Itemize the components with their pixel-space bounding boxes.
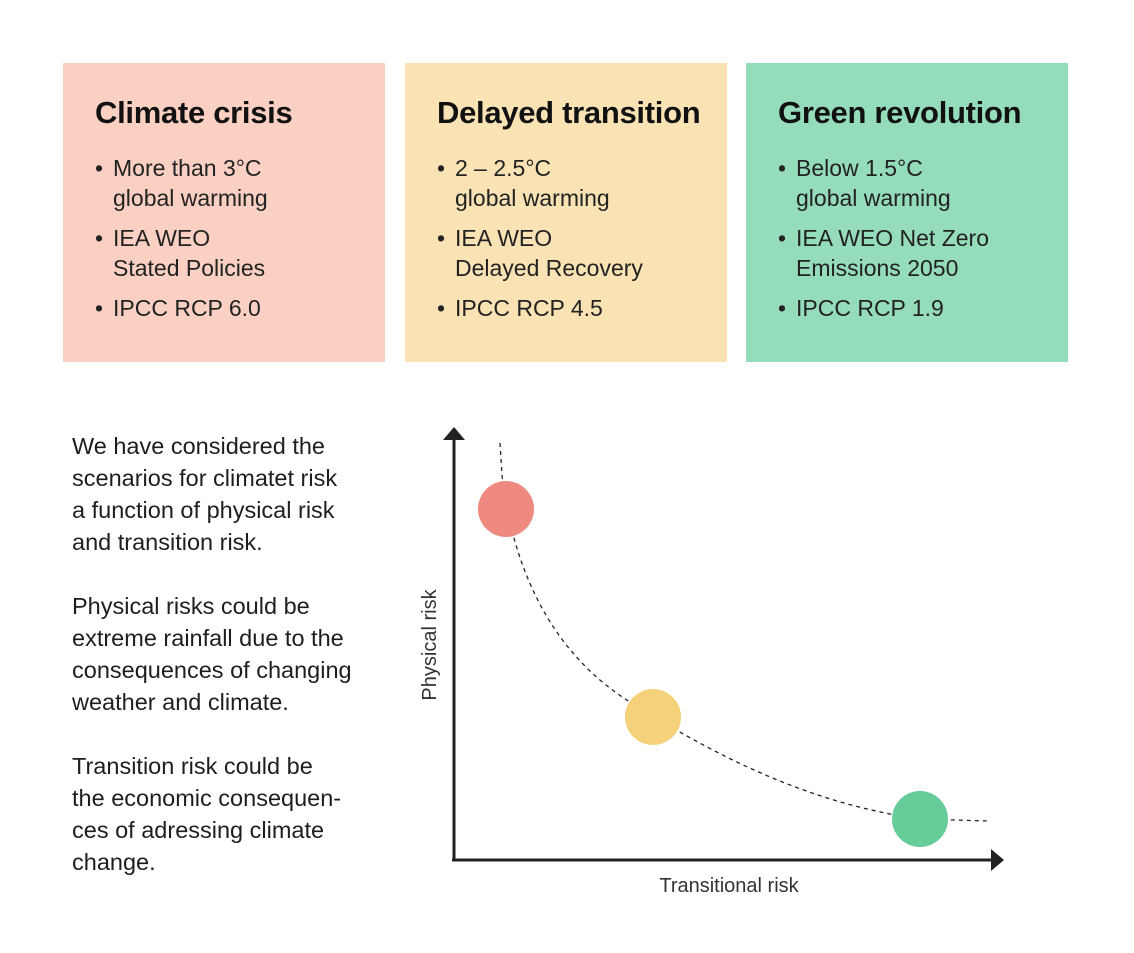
list-item: • IEA WEO Net Zero Emissions 2050	[778, 225, 989, 281]
delayed-transition-point	[625, 689, 681, 745]
list-item: • Below 1.5°C global warming	[778, 155, 951, 211]
bullet-icon: •	[778, 225, 787, 251]
card-title: Green revolution	[778, 95, 1022, 130]
y-axis-label: Physical risk	[419, 588, 441, 700]
paragraph: Physical risks could be extreme rainfall…	[72, 593, 352, 715]
scenario-card-green-revolution: Green revolution • Below 1.5°C global warm…	[746, 63, 1068, 362]
bullet-icon: •	[95, 295, 104, 321]
climate-crisis-point	[478, 481, 534, 537]
scenario-card-delayed-transition: Delayed transition • 2 – 2.5°C global warm…	[405, 63, 727, 362]
card-title: Climate crisis	[95, 95, 293, 130]
risk-diagram: Transitional risk Physical risk	[419, 427, 1004, 897]
card-list: • 2 – 2.5°C global warming • IEA WEO Delayed…	[437, 153, 707, 323]
paragraph: Transition risk could be the economic co…	[72, 753, 342, 875]
list-item: • IEA WEO Delayed Recovery	[437, 225, 643, 281]
x-axis-label: Transitional risk	[659, 875, 799, 897]
y-axis-arrow-icon	[443, 427, 465, 440]
list-item: • More than 3°C global warming	[95, 155, 268, 211]
list-item: • IPCC RCP 6.0	[95, 295, 261, 321]
bullet-icon: •	[437, 295, 446, 321]
x-axis-arrow-icon	[991, 849, 1004, 871]
bullet-icon: •	[95, 225, 104, 251]
explanation-text: We have considered the scenarios for cli…	[72, 430, 392, 910]
list-item: • IEA WEO Stated Policies	[95, 225, 266, 281]
card-list: • More than 3°C global warming • IEA WEO Sta…	[95, 153, 365, 323]
bullet-icon: •	[437, 225, 446, 251]
paragraph: We have considered the scenarios for cli…	[72, 433, 338, 555]
list-item: • IPCC RCP 1.9	[778, 295, 944, 321]
bullet-icon: •	[778, 295, 787, 321]
list-item: • 2 – 2.5°C global warming	[437, 155, 610, 211]
risk-curve	[499, 442, 989, 822]
bullet-icon: •	[95, 155, 104, 181]
card-list: • Below 1.5°C global warming • IEA WEO Net …	[778, 153, 1048, 323]
bullet-icon: •	[437, 155, 446, 181]
bullet-icon: •	[778, 155, 787, 181]
list-item: • IPCC RCP 4.5	[437, 295, 603, 321]
green-revolution-point	[892, 791, 948, 847]
card-title: Delayed transition	[437, 95, 701, 130]
scenario-card-climate-crisis: Climate crisis • More than 3°C global warm…	[63, 63, 385, 362]
